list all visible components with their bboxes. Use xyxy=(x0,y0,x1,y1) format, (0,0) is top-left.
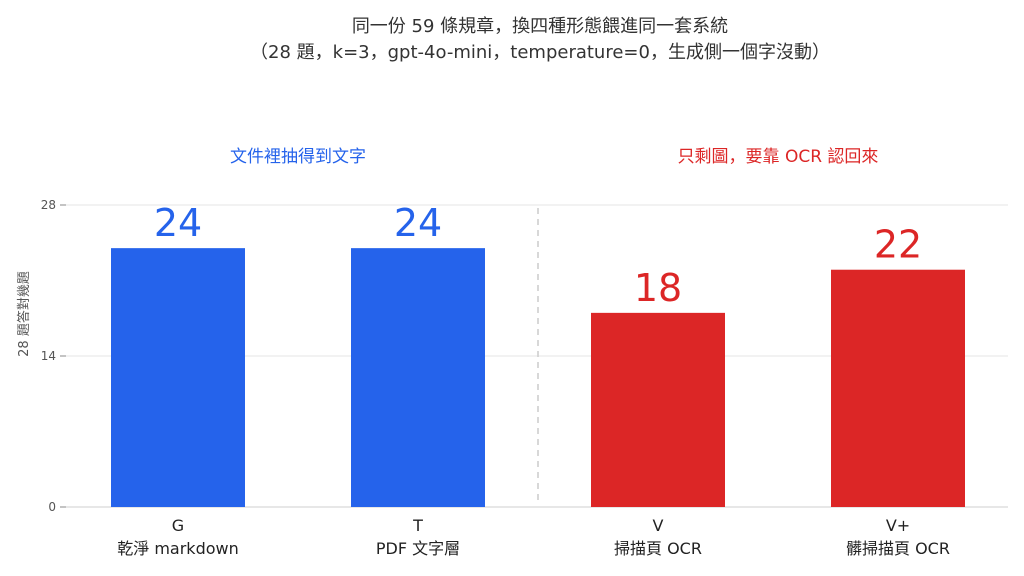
bar-value-label: 24 xyxy=(154,201,202,245)
bar-v-plus xyxy=(831,269,965,507)
group-label-text-extractable: 文件裡抽得到文字 xyxy=(230,147,366,167)
bar-value-label: 22 xyxy=(874,223,922,267)
x-tick-label-desc: 髒掃描頁 OCR xyxy=(846,539,950,558)
x-tick-label-desc: PDF 文字層 xyxy=(376,539,460,558)
chart-title-line1: 同一份 59 條規章，換四種形態餵進同一套系統 xyxy=(352,16,728,37)
y-axis: 0 14 28 xyxy=(41,198,66,514)
bar-g xyxy=(111,248,245,507)
bar-value-label: 18 xyxy=(634,266,682,310)
x-tick-label-desc: 乾淨 markdown xyxy=(117,539,239,558)
bar-v xyxy=(591,312,725,507)
x-tick-label-code: T xyxy=(412,516,423,535)
y-tick-label-0: 0 xyxy=(48,500,56,514)
bars xyxy=(111,248,965,507)
x-tick-label-desc: 掃描頁 OCR xyxy=(614,539,702,558)
x-tick-label-code: G xyxy=(172,516,184,535)
x-tick-label-code: V xyxy=(653,516,664,535)
chart-title-line2: （28 題，k=3，gpt-4o-mini，temperature=0，生成側一… xyxy=(250,42,830,63)
y-tick-label-14: 14 xyxy=(41,349,56,363)
group-label-ocr-required: 只剩圖，要靠 OCR 認回來 xyxy=(678,147,879,167)
x-tick-label-code: V+ xyxy=(886,516,910,535)
bar-labels: 24 G 乾淨 markdown 24 T PDF 文字層 18 V 掃描頁 OCR 22 V+ 髒掃… xyxy=(117,201,950,558)
bar-value-label: 24 xyxy=(394,201,442,245)
bar-t xyxy=(351,248,485,507)
y-axis-label: 28 題答對幾題 xyxy=(16,271,32,357)
y-tick-label-28: 28 xyxy=(41,198,56,212)
